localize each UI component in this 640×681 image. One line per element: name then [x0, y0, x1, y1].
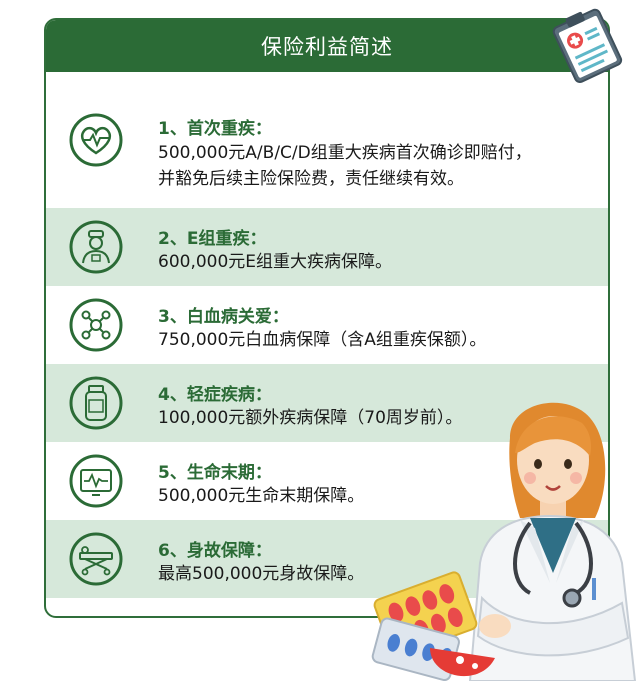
benefits-card: 保险利益简述 1、首次重疾： 500,000元A/B/C/D组重大疾病首次确诊即… [44, 18, 610, 618]
card-title: 保险利益简述 [261, 35, 393, 59]
medicine-bottle-icon [69, 376, 123, 430]
heart-pulse-icon [69, 113, 123, 167]
stretcher-icon [69, 532, 123, 586]
benefit-row-5: 5、生命末期： 500,000元生命末期保障。 [46, 442, 608, 520]
doctor-icon [69, 220, 123, 274]
benefit-row-3: 3、白血病关爱： 750,000元白血病保障（含A组重疾保额）。 [46, 286, 608, 364]
medical-clipboard-icon [552, 8, 623, 84]
benefit-desc-line: 600,000元E组重大疾病保障。 [158, 252, 393, 272]
benefit-title: 2、E组重疾： [158, 229, 267, 249]
doctor-illustration [371, 402, 637, 681]
benefit-row-1: 1、首次重疾： 500,000元A/B/C/D组重大疾病首次确诊即赔付， 并豁免… [46, 72, 608, 208]
benefit-desc-line: 500,000元生命末期保障。 [158, 486, 365, 506]
benefit-title: 1、首次重疾： [158, 119, 272, 139]
benefit-title: 3、白血病关爱： [158, 307, 289, 327]
benefit-title: 4、轻症疾病： [158, 385, 272, 405]
benefit-desc-line: 并豁免后续主险保险费，责任继续有效。 [158, 169, 464, 189]
benefit-desc-line: 500,000元A/B/C/D组重大疾病首次确诊即赔付， [158, 143, 532, 163]
benefit-title: 5、生命末期： [158, 463, 272, 483]
benefit-desc-line: 100,000元额外疾病保障（70周岁前）。 [158, 408, 463, 428]
molecule-icon [69, 298, 123, 352]
benefit-desc-line: 最高500,000元身故保障。 [158, 564, 365, 584]
heart-monitor-icon [69, 454, 123, 508]
benefit-row-2: 2、E组重疾： 600,000元E组重大疾病保障。 [46, 208, 608, 286]
card-header: 保险利益简述 [46, 20, 608, 72]
benefit-title: 6、身故保障： [158, 541, 272, 561]
benefit-desc-line: 750,000元白血病保障（含A组重疾保额）。 [158, 330, 487, 350]
